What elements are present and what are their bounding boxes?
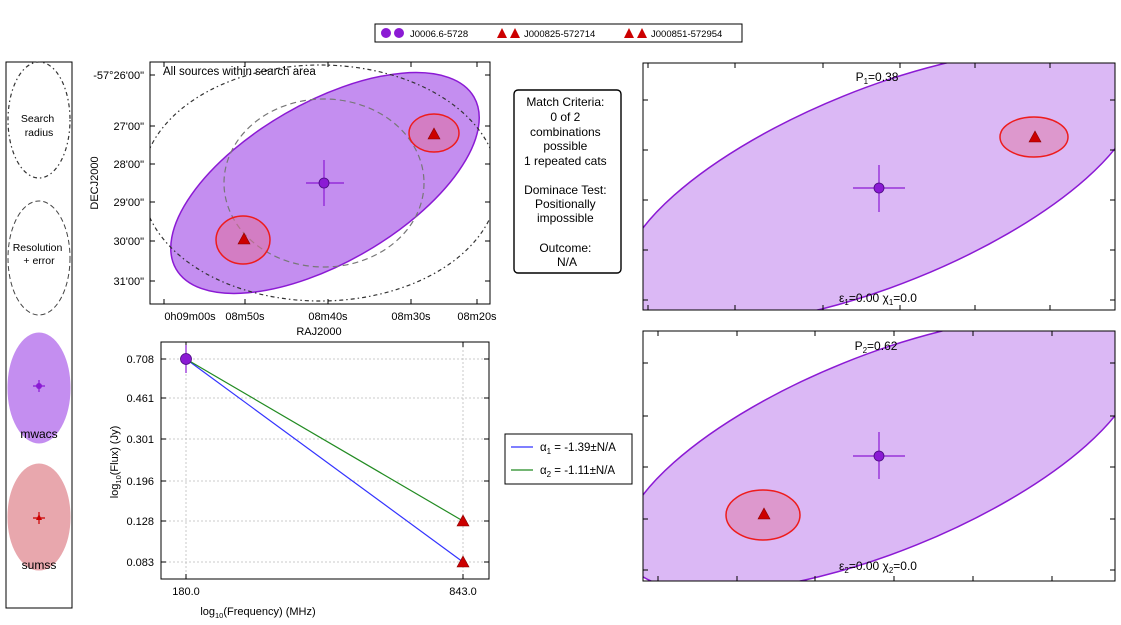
combo2-point-sumss bbox=[757, 507, 771, 520]
combo1-point-sumss bbox=[1028, 130, 1042, 143]
sky-xtick-label: 08m20s bbox=[457, 311, 497, 323]
sky-point-J000825-572714 bbox=[427, 127, 441, 140]
legend-triangle-icon bbox=[637, 28, 647, 38]
sky-xtick-label: 08m40s bbox=[308, 311, 348, 323]
sky-xtick-label: 08m30s bbox=[391, 311, 431, 323]
match-criteria-text: Match Criteria: 0 of 2 combinations poss… bbox=[524, 95, 610, 269]
sky-ytick-label: -57°26'00" bbox=[93, 70, 144, 82]
combo1-probability: P1=0.38 bbox=[856, 70, 899, 86]
sky-xtick-label: 08m50s bbox=[225, 311, 265, 323]
sky-point-J000851-572954 bbox=[237, 232, 251, 245]
sed-point-mwacs bbox=[180, 353, 192, 365]
sed-legend: α1 = -1.39±N/A α2 = -1.11±N/A bbox=[504, 433, 633, 485]
match-criteria-box: Match Criteria: 0 of 2 combinations poss… bbox=[513, 89, 622, 274]
sed-gridlines bbox=[161, 342, 489, 579]
sed-line-alpha1 bbox=[185, 358, 464, 563]
sed-point-sumss-2 bbox=[456, 514, 470, 527]
sky-plot: All sources within search area -57°26'00… bbox=[89, 61, 497, 338]
combo1-epsilon-chi: ε1=0.00 χ1=0.0 bbox=[839, 291, 917, 307]
sed-ytick-label: 0.461 bbox=[126, 393, 154, 405]
combo2-epsilon-chi: ε2=0.00 χ2=0.0 bbox=[839, 559, 917, 575]
sed-point-sumss-1 bbox=[456, 555, 470, 568]
legend-triangle-icon bbox=[510, 28, 520, 38]
mwacs-label: mwacs bbox=[20, 427, 57, 441]
sky-xlabel: RAJ2000 bbox=[296, 326, 341, 338]
combo2-probability: P2=0.62 bbox=[855, 339, 898, 355]
sky-ytick-label: 27'00" bbox=[114, 121, 145, 133]
combo1-point-mwacs bbox=[873, 182, 885, 194]
search-radius-label: Search radius bbox=[21, 113, 57, 139]
legend-item-2: J000825-572714 bbox=[524, 29, 595, 40]
sky-ytick-label: 29'00" bbox=[114, 197, 145, 209]
sky-ytick-label: 30'00" bbox=[114, 236, 145, 248]
resolution-ellipse bbox=[223, 98, 425, 268]
sed-xtick-labels: 180.0 843.0 bbox=[172, 586, 477, 598]
key-panel: Search radius Resolution + error mwacs s… bbox=[5, 61, 73, 609]
sed-ytick-label: 0.083 bbox=[126, 557, 154, 569]
search-area-ellipse bbox=[150, 64, 490, 302]
combo2-frame bbox=[642, 330, 1116, 582]
sed-plot: 0.708 0.461 0.301 0.196 0.128 0.083 180.0 843.… bbox=[109, 341, 490, 620]
sky-ytick-label: 31'00" bbox=[114, 276, 145, 288]
sky-plot-title: All sources within search area bbox=[163, 66, 316, 78]
sumss-errorbar bbox=[33, 512, 45, 524]
resolution-error-ellipse bbox=[7, 200, 71, 316]
legend-triangle-icon bbox=[624, 28, 634, 38]
search-radius-ellipse bbox=[7, 61, 71, 179]
sed-series bbox=[180, 345, 470, 568]
sed-ytick-label: 0.196 bbox=[126, 476, 154, 488]
sed-ytick-label: 0.128 bbox=[126, 516, 154, 528]
sed-ytick-label: 0.301 bbox=[126, 434, 154, 446]
sed-line-alpha2 bbox=[185, 358, 464, 522]
sed-ytick-labels: 0.708 0.461 0.301 0.196 0.128 0.083 bbox=[126, 354, 154, 569]
combination-2-panel: P2=0.62 ε2=0.00 χ2=0.0 bbox=[642, 330, 1116, 582]
sed-ticks bbox=[161, 342, 489, 579]
mwacs-errorbar bbox=[33, 380, 45, 392]
sed-ylabel: log10(Flux) (Jy) bbox=[109, 426, 123, 499]
sed-xtick-label: 180.0 bbox=[172, 586, 200, 598]
sky-point-J0006.6-5728 bbox=[318, 177, 330, 189]
mwacs-error-ellipse bbox=[643, 63, 1115, 310]
legend-item-3: J000851-572954 bbox=[651, 29, 722, 40]
top-legend: J0006.6-5728 J000825-572714 J000851-5729… bbox=[374, 23, 743, 43]
combo2-point-mwacs bbox=[873, 450, 885, 462]
sky-ytick-label: 28'00" bbox=[114, 159, 145, 171]
sed-ytick-label: 0.708 bbox=[126, 354, 154, 366]
legend-item-1: J0006.6-5728 bbox=[410, 29, 468, 40]
sky-ylabel: DECJ2000 bbox=[89, 156, 101, 209]
sed-xlabel: log10(Frequency) (MHz) bbox=[200, 606, 315, 620]
sed-legend-alpha2: α2 = -1.11±N/A bbox=[540, 465, 615, 479]
legend-circle-icon bbox=[381, 28, 391, 38]
sumss-label: sumss bbox=[22, 558, 57, 572]
sky-plot-frame bbox=[149, 61, 491, 305]
combination-1-panel: P1=0.38 ε1=0.00 χ1=0.0 bbox=[642, 62, 1116, 311]
legend-circle-icon bbox=[394, 28, 404, 38]
resolution-error-label: Resolution + error bbox=[13, 242, 66, 267]
sed-legend-alpha1: α1 = -1.39±N/A bbox=[540, 442, 616, 456]
combo1-frame bbox=[642, 62, 1116, 311]
sed-xtick-label: 843.0 bbox=[449, 586, 477, 598]
legend-triangle-icon bbox=[497, 28, 507, 38]
sky-xtick-label: 0h09m00s bbox=[164, 311, 216, 323]
